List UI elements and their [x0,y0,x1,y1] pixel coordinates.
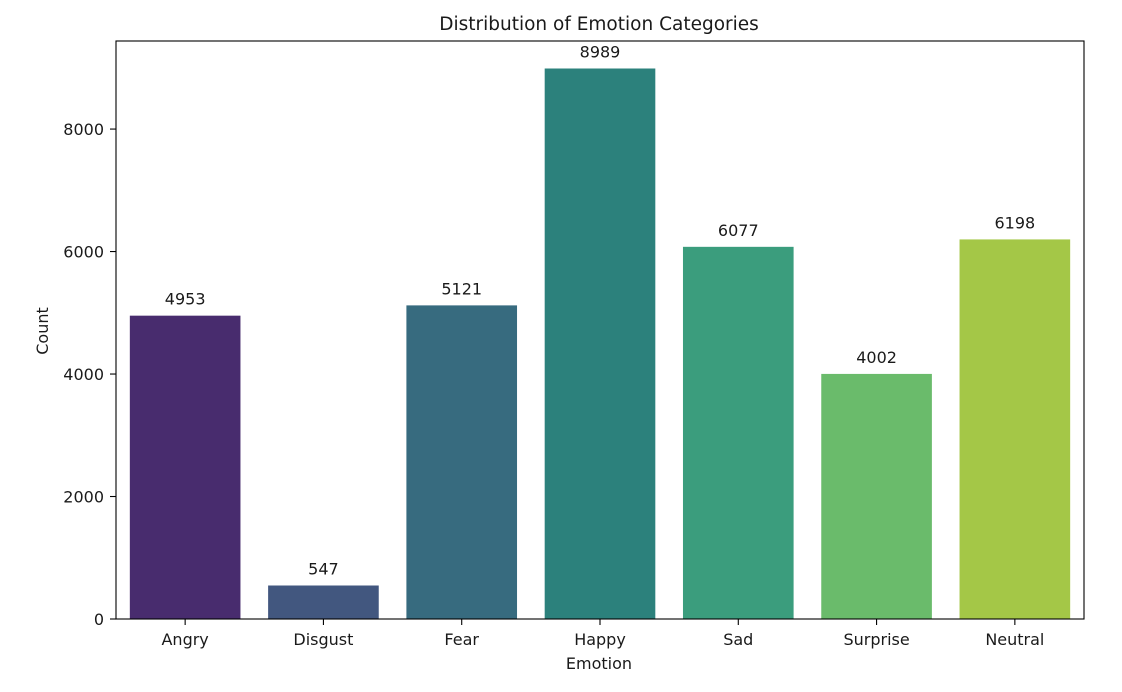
y-tick-label: 2000 [63,488,104,507]
data-label-fear: 5121 [441,279,482,298]
data-label-angry: 4953 [165,290,206,309]
bar-happy [544,68,656,620]
plot-frame [115,40,1085,620]
y-tick-label: 4000 [63,365,104,384]
y-tick-label: 0 [94,610,104,629]
x-tick-label: Surprise [843,630,909,649]
x-tick-label: Angry [161,630,208,649]
y-axis-label: Count [33,307,52,355]
x-tick-label: Happy [574,630,626,649]
data-labels-group: 4953 547 5121 8989 6077 4002 6198 [165,42,1035,578]
data-label-surprise: 4002 [856,348,897,367]
x-tick-label: Sad [723,630,753,649]
bar-surprise [821,373,932,619]
x-axis: Angry Disgust Fear Happy Sad Surprise Neutral [161,619,1044,649]
bar-disgust [268,585,379,619]
y-tick-label: 8000 [63,120,104,139]
bars-group [129,68,1071,620]
bar-neutral [959,239,1071,619]
x-tick-label: Neutral [985,630,1044,649]
data-label-disgust: 547 [308,560,339,579]
data-label-neutral: 6198 [994,213,1035,232]
data-label-happy: 8989 [580,42,621,61]
x-axis-label: Emotion [566,654,632,673]
bar-angry [129,315,241,619]
y-tick-label: 6000 [63,243,104,262]
bar-sad [682,246,794,619]
chart-title: Distribution of Emotion Categories [439,14,759,35]
y-axis: 0 2000 4000 6000 8000 [63,120,116,629]
x-tick-label: Fear [444,630,479,649]
data-label-sad: 6077 [718,221,759,240]
x-tick-label: Disgust [293,630,353,649]
bar-fear [406,305,518,619]
